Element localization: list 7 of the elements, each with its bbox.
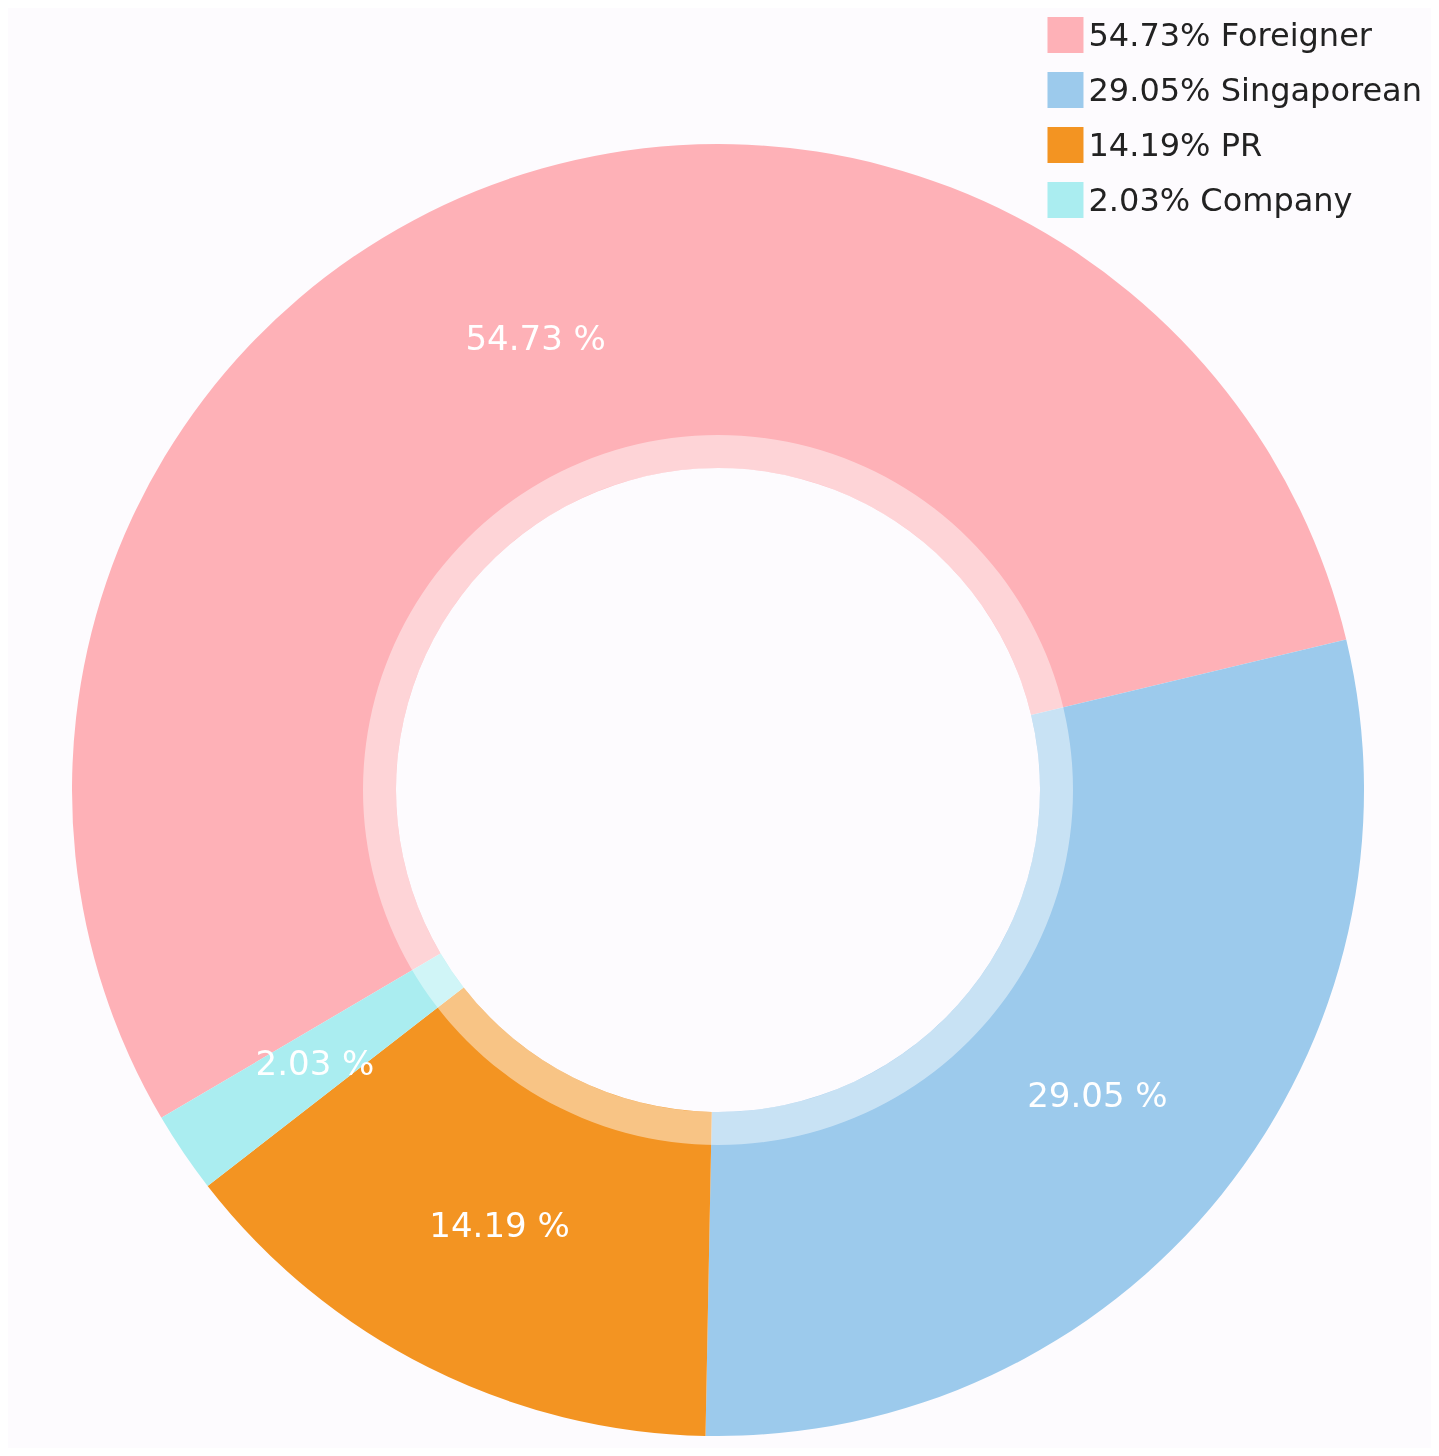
data-label: 54.73 % <box>465 318 606 359</box>
legend-label: 2.03% Company <box>1088 181 1353 219</box>
legend-label: 29.05% Singaporean <box>1088 71 1422 109</box>
legend-label: 14.19% PR <box>1088 126 1263 164</box>
data-label: 29.05 % <box>1027 1075 1168 1116</box>
legend-label: 54.73% Foreigner <box>1088 16 1373 54</box>
data-label: 14.19 % <box>429 1205 570 1246</box>
